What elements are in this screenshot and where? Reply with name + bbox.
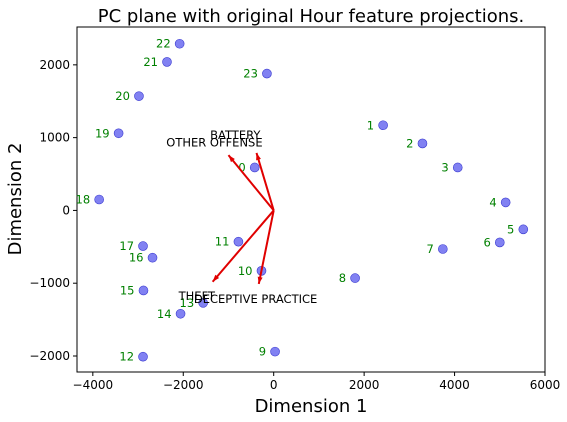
data-point xyxy=(500,197,511,208)
data-point xyxy=(262,68,272,79)
feature-arrow-head xyxy=(256,152,261,161)
data-point xyxy=(174,38,185,49)
point-label: 15 xyxy=(120,283,135,297)
x-tick-label: 0 xyxy=(270,378,278,392)
data-point xyxy=(113,128,124,139)
y-tick-label: −2000 xyxy=(29,349,70,363)
point-label: 19 xyxy=(95,126,110,140)
data-point xyxy=(494,237,505,248)
point-label: 0 xyxy=(238,160,245,174)
data-point xyxy=(270,346,280,357)
y-tick-label: 1000 xyxy=(39,131,70,145)
y-axis-label: Dimension 2 xyxy=(5,143,26,256)
point-label: 5 xyxy=(507,222,514,236)
x-tick-label: 4000 xyxy=(439,378,470,392)
data-point xyxy=(175,308,186,319)
feature-arrow xyxy=(257,210,275,285)
point-label: 1 xyxy=(367,118,374,132)
x-tick-label: −4000 xyxy=(73,378,114,392)
feature-arrow-label: OTHER OFFENSE xyxy=(166,135,262,149)
data-point xyxy=(378,120,388,131)
feature-arrow xyxy=(211,209,275,283)
point-label: 17 xyxy=(119,239,134,253)
feature-arrow-label: THEFT xyxy=(178,289,216,303)
x-tick-label: −2000 xyxy=(163,378,204,392)
point-label: 18 xyxy=(76,193,91,207)
point-label: 23 xyxy=(243,67,258,81)
point-label: 16 xyxy=(129,251,144,265)
point-label: 13 xyxy=(180,296,195,310)
point-label: 3 xyxy=(441,160,448,174)
data-point xyxy=(138,285,149,296)
data-point xyxy=(138,241,148,251)
data-point xyxy=(134,91,144,101)
point-label: 21 xyxy=(143,55,158,69)
data-point xyxy=(147,252,158,263)
y-tick-label: −1000 xyxy=(29,276,70,290)
data-point xyxy=(518,224,529,235)
data-point xyxy=(452,162,463,173)
feature-arrow-head xyxy=(228,155,235,163)
x-tick-label: 6000 xyxy=(530,378,561,392)
x-tick-label: 2000 xyxy=(349,378,380,392)
data-point xyxy=(138,351,148,362)
point-label: 7 xyxy=(426,242,433,256)
feature-arrow-label: BATTERY xyxy=(210,128,261,142)
y-tick-label: 2000 xyxy=(39,58,70,72)
data-point xyxy=(438,244,448,254)
point-label: 12 xyxy=(119,350,134,364)
point-label: 2 xyxy=(406,136,413,150)
feature-arrow xyxy=(255,152,275,211)
data-point xyxy=(249,162,260,173)
feature-arrow-head xyxy=(257,276,263,284)
data-point xyxy=(198,298,208,308)
point-label: 11 xyxy=(215,235,230,249)
point-label: 22 xyxy=(156,37,171,51)
feature-arrow-head xyxy=(212,274,220,282)
point-label: 20 xyxy=(115,89,130,103)
feature-arrows xyxy=(211,152,275,285)
data-point xyxy=(94,194,104,205)
point-label: 10 xyxy=(238,264,253,278)
ticks: −4000 −2000 0 2000 4000 6000−2000−10000100020… xyxy=(29,58,560,392)
y-tick-label: 0 xyxy=(62,203,70,217)
data-point xyxy=(350,273,360,283)
feature-arrow-label: DECEPTIVE PRACTICE xyxy=(194,292,317,306)
point-label: 6 xyxy=(483,235,490,249)
data-point xyxy=(162,57,172,67)
data-point xyxy=(233,236,244,247)
point-label: 14 xyxy=(157,307,172,321)
feature-arrow xyxy=(227,154,275,212)
x-axis-label: Dimension 1 xyxy=(255,396,368,417)
chart-title: PC plane with original Hour feature proj… xyxy=(98,6,525,27)
point-label: 4 xyxy=(489,195,496,209)
point-label: 8 xyxy=(339,271,346,285)
data-point xyxy=(417,138,428,149)
plot-frame xyxy=(76,26,546,373)
point-label: 9 xyxy=(259,345,266,359)
